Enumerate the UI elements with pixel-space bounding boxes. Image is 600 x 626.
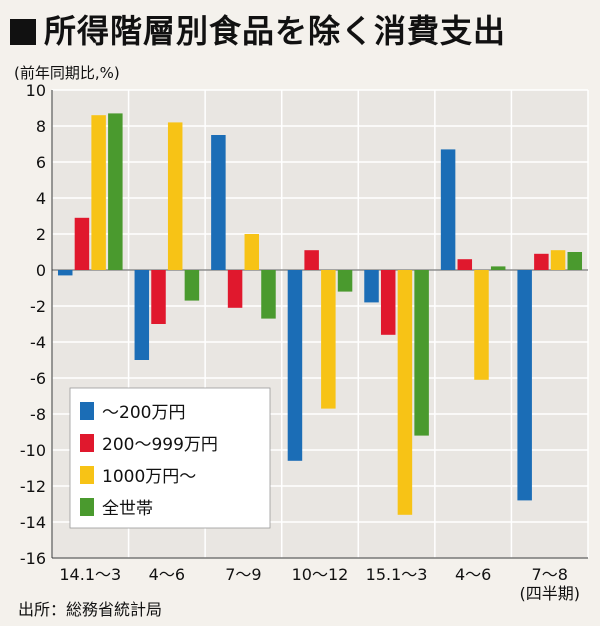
bar-1 <box>211 135 226 270</box>
bar-3 <box>397 270 413 515</box>
y-tick-label: -10 <box>20 441 46 460</box>
y-tick-label: -6 <box>30 369 46 388</box>
chart-title-text: 所得階層別食品を除く消費支出 <box>44 12 507 50</box>
y-tick-label: -14 <box>20 513 46 532</box>
bar-3 <box>550 250 566 270</box>
x-tick-sublabel: (四半期) <box>519 584 580 603</box>
bar-2 <box>457 259 473 270</box>
bar-1 <box>364 270 379 303</box>
bar-1 <box>517 270 532 501</box>
y-tick-label: 8 <box>36 117 46 136</box>
bar-3 <box>474 270 489 380</box>
bar-1 <box>440 149 456 270</box>
x-tick-label: 7～9 <box>225 565 261 584</box>
y-tick-label: -16 <box>20 549 46 568</box>
title-square-icon <box>10 19 36 45</box>
bar-4 <box>184 270 200 301</box>
bar-2 <box>380 270 396 335</box>
legend-label: 全世帯 <box>102 499 153 519</box>
bar-2 <box>151 270 166 324</box>
bar-2 <box>534 253 549 270</box>
y-tick-label: 10 <box>26 81 46 100</box>
source-note: 出所：総務省統計局 <box>18 600 163 619</box>
y-tick-label: -12 <box>20 477 46 496</box>
bar-3 <box>244 234 260 270</box>
legend-label: 1000万円～ <box>102 467 196 487</box>
bar-3 <box>167 122 183 271</box>
bar-4 <box>490 266 506 270</box>
bar-4 <box>414 270 429 436</box>
legend-box <box>69 387 271 529</box>
legend-swatch <box>80 498 94 516</box>
legend-swatch <box>80 466 94 484</box>
y-axis-unit-label: (前年同期比,%) <box>14 64 120 82</box>
legend-label: ～200万円 <box>102 403 185 423</box>
bar-4 <box>108 113 123 271</box>
bar-4 <box>567 252 583 270</box>
bar-1 <box>57 270 73 276</box>
bar-4 <box>261 270 276 319</box>
y-tick-label: 6 <box>36 153 46 172</box>
legend-label: 200～999万円 <box>102 435 218 455</box>
y-tick-label: 2 <box>36 225 46 244</box>
y-tick-label: -2 <box>30 297 46 316</box>
chart-title: 所得階層別食品を除く消費支出 <box>10 6 506 52</box>
bar-3 <box>91 115 106 270</box>
x-tick-label: 4～6 <box>455 565 491 584</box>
x-tick-label: 15.1～3 <box>366 565 428 584</box>
y-tick-label: -4 <box>30 333 46 352</box>
x-tick-label: 10～12 <box>292 565 349 584</box>
x-tick-label: 14.1～3 <box>59 565 121 584</box>
bar-1 <box>134 270 150 360</box>
legend-swatch <box>80 402 94 420</box>
x-tick-label: 7～8 <box>532 565 568 584</box>
bar-4 <box>337 270 353 292</box>
bar-2 <box>74 217 90 270</box>
y-tick-label: 0 <box>36 261 46 280</box>
bar-3 <box>321 270 336 409</box>
bar-2 <box>227 270 243 308</box>
bar-2 <box>304 250 319 270</box>
legend-swatch <box>80 434 94 452</box>
x-tick-label: 4～6 <box>149 565 185 584</box>
y-tick-label: 4 <box>36 189 46 208</box>
y-tick-label: -8 <box>30 405 46 424</box>
bar-1 <box>287 270 303 461</box>
